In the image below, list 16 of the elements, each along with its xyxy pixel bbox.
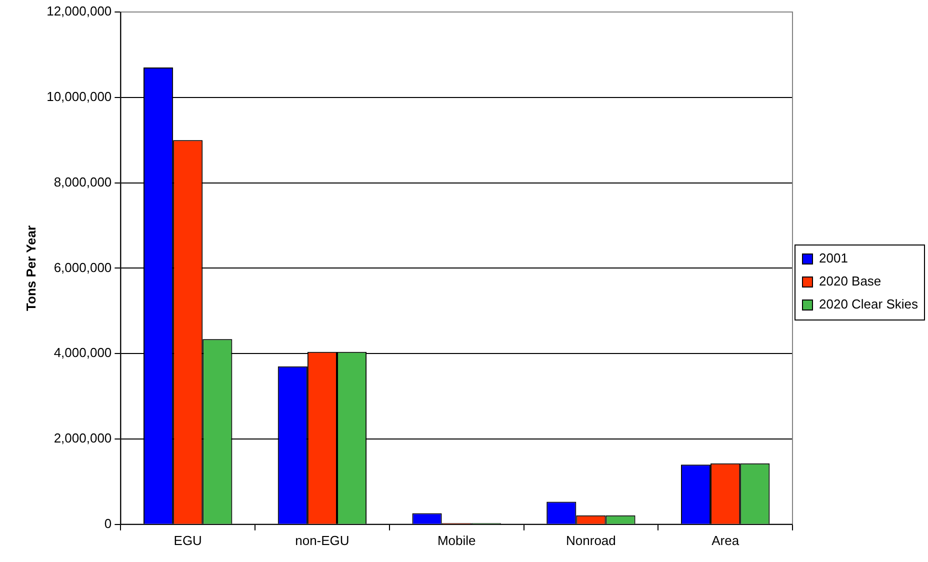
y-tick-label: 6,000,000 [54,260,112,275]
legend-label: 2020 Clear Skies [819,296,918,312]
x-tick-label: Nonroad [566,532,616,548]
y-tick-label: 4,000,000 [54,345,112,360]
x-tick-label: Area [712,532,740,548]
y-tick-label: 12,000,000 [46,4,112,19]
x-tick-label: Mobile [437,532,476,548]
y-tick-label: 2,000,000 [54,430,112,446]
legend-label: 2020 Base [819,274,882,289]
y-tick-label: 8,000,000 [54,174,112,190]
y-tick-label: 0 [104,516,112,531]
y-tick-label: 10,000,000 [46,88,112,104]
x-tick-label: EGU [174,532,202,548]
legend-label: 2001 [819,250,848,266]
x-tick-label: non-EGU [295,532,350,548]
y-axis-title: Tons Per Year [23,225,38,311]
